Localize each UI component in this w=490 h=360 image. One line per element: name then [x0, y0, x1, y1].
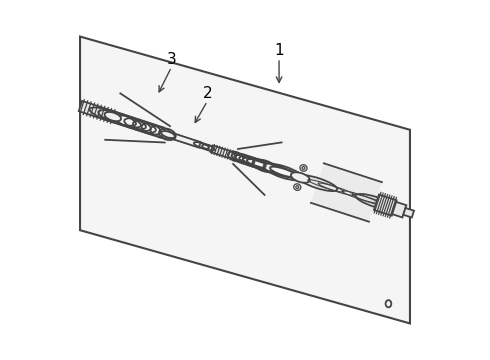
- Polygon shape: [392, 202, 406, 217]
- Polygon shape: [80, 37, 410, 323]
- Polygon shape: [374, 194, 397, 216]
- Polygon shape: [211, 145, 237, 160]
- Polygon shape: [79, 101, 116, 122]
- Polygon shape: [403, 208, 414, 217]
- Ellipse shape: [294, 184, 301, 190]
- Ellipse shape: [264, 163, 303, 180]
- Ellipse shape: [297, 175, 337, 191]
- Text: 1: 1: [274, 43, 284, 58]
- Ellipse shape: [302, 167, 305, 170]
- Text: 2: 2: [202, 86, 212, 101]
- Polygon shape: [168, 132, 378, 205]
- Ellipse shape: [356, 194, 395, 210]
- Ellipse shape: [161, 131, 175, 138]
- Polygon shape: [168, 132, 200, 148]
- Ellipse shape: [270, 167, 296, 177]
- Ellipse shape: [291, 172, 310, 183]
- Text: 3: 3: [167, 52, 176, 67]
- Ellipse shape: [296, 186, 299, 189]
- Ellipse shape: [104, 112, 121, 121]
- Ellipse shape: [300, 165, 307, 171]
- Polygon shape: [311, 163, 382, 222]
